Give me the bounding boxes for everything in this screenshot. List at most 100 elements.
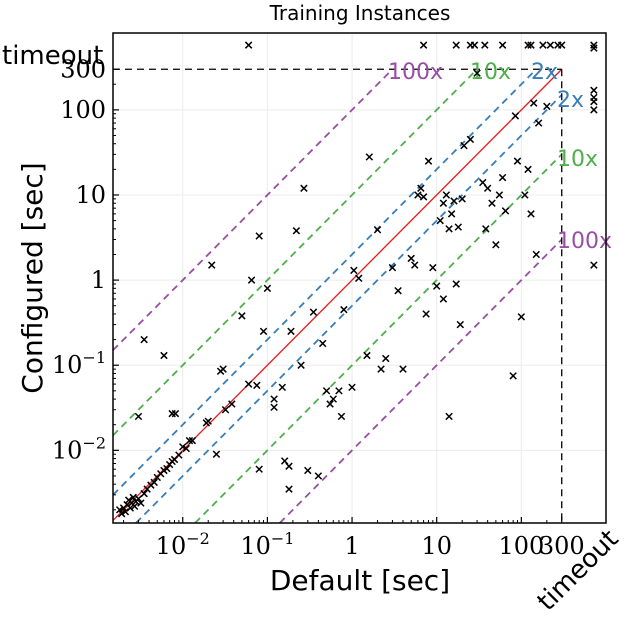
timeout-point-both bbox=[590, 44, 598, 52]
chart-title: Training Instances bbox=[269, 1, 451, 25]
data-point bbox=[407, 254, 415, 263]
data-point bbox=[498, 173, 507, 182]
data-point bbox=[140, 335, 148, 344]
data-point bbox=[456, 320, 465, 329]
ref-line-10x-faster bbox=[112, 68, 478, 436]
ref-line-2x-faster bbox=[112, 68, 537, 496]
data-point bbox=[287, 327, 295, 336]
x-tick-label: 10−1 bbox=[240, 529, 294, 560]
data-point bbox=[212, 450, 221, 458]
timeout-point-default bbox=[452, 41, 460, 49]
data-point bbox=[527, 210, 535, 218]
data-point bbox=[188, 436, 197, 445]
data-point bbox=[322, 387, 331, 395]
data-point bbox=[373, 226, 382, 234]
timeout-point-configured bbox=[590, 93, 598, 102]
data-point bbox=[439, 295, 448, 303]
data-point bbox=[482, 225, 490, 233]
data-point bbox=[221, 405, 230, 414]
data-point bbox=[185, 436, 194, 445]
data-point bbox=[115, 506, 124, 514]
data-point bbox=[297, 361, 305, 369]
data-point bbox=[340, 305, 348, 314]
data-point bbox=[543, 102, 551, 111]
timeout-point-default bbox=[539, 41, 547, 49]
data-point bbox=[422, 310, 430, 318]
timeout-point-configured bbox=[590, 86, 598, 94]
data-point bbox=[255, 465, 263, 473]
x-tick-label: 100 bbox=[498, 532, 544, 560]
data-point bbox=[447, 210, 456, 218]
data-point bbox=[318, 339, 327, 348]
data-point bbox=[488, 199, 496, 207]
data-point bbox=[314, 472, 323, 480]
timeout-point-both bbox=[590, 41, 598, 49]
data-point bbox=[285, 462, 293, 470]
data-point bbox=[521, 191, 529, 199]
data-point bbox=[329, 395, 337, 403]
data-point bbox=[394, 286, 402, 295]
data-point bbox=[388, 263, 397, 272]
data-point bbox=[292, 227, 301, 235]
data-point bbox=[253, 381, 261, 390]
data-point bbox=[429, 263, 437, 272]
timeout-point-default bbox=[466, 41, 475, 49]
data-point bbox=[460, 141, 468, 150]
timeout-point-default bbox=[481, 41, 489, 49]
data-point bbox=[255, 232, 263, 240]
x-tick-label: 10−2 bbox=[156, 529, 210, 560]
data-point bbox=[495, 191, 504, 199]
data-point bbox=[355, 274, 363, 283]
data-point bbox=[365, 153, 374, 161]
data-point bbox=[137, 499, 145, 507]
data-point bbox=[150, 478, 158, 487]
x-tick-label: 10 bbox=[421, 532, 452, 560]
data-point bbox=[424, 157, 433, 165]
data-point bbox=[204, 417, 212, 425]
data-point bbox=[432, 282, 441, 290]
ref-line-2x-slower bbox=[135, 94, 563, 524]
ref-label-2x-slower: 2x bbox=[557, 88, 584, 113]
data-point bbox=[263, 284, 272, 293]
timeout-point-configured bbox=[590, 106, 598, 114]
data-point bbox=[208, 261, 216, 269]
data-point bbox=[529, 99, 538, 107]
x-axis-label: Default [sec] bbox=[270, 564, 450, 597]
data-point bbox=[458, 195, 466, 203]
data-point bbox=[117, 509, 126, 518]
data-point bbox=[247, 276, 256, 284]
data-point bbox=[126, 504, 135, 512]
timeout-point-default bbox=[558, 41, 566, 49]
data-points bbox=[115, 41, 598, 518]
timeout-point-default bbox=[527, 41, 535, 49]
ref-label-100x-slower: 100x bbox=[557, 229, 612, 254]
data-point bbox=[160, 351, 168, 360]
data-point bbox=[238, 312, 246, 320]
data-point bbox=[450, 197, 458, 205]
data-point bbox=[304, 466, 312, 475]
plot-frame bbox=[112, 32, 607, 524]
data-point bbox=[134, 494, 143, 503]
ref-label-10x-slower: 10x bbox=[557, 147, 598, 172]
data-point bbox=[517, 313, 526, 321]
data-point bbox=[377, 365, 385, 373]
data-point bbox=[129, 493, 137, 502]
data-point bbox=[171, 409, 180, 418]
timeout-point-default bbox=[244, 41, 253, 49]
data-point bbox=[382, 354, 390, 363]
data-point bbox=[442, 191, 451, 199]
data-point bbox=[511, 112, 520, 120]
y-timeout-label: timeout bbox=[2, 41, 103, 71]
timeout-point-configured bbox=[590, 261, 598, 269]
data-point bbox=[270, 403, 278, 412]
data-point bbox=[417, 184, 425, 192]
data-point bbox=[182, 444, 190, 453]
data-point bbox=[492, 241, 500, 249]
timeout-point-default bbox=[524, 41, 532, 49]
y-tick-label: 1 bbox=[91, 266, 106, 294]
data-point bbox=[501, 207, 510, 215]
data-point bbox=[228, 400, 236, 408]
data-point bbox=[134, 412, 143, 421]
